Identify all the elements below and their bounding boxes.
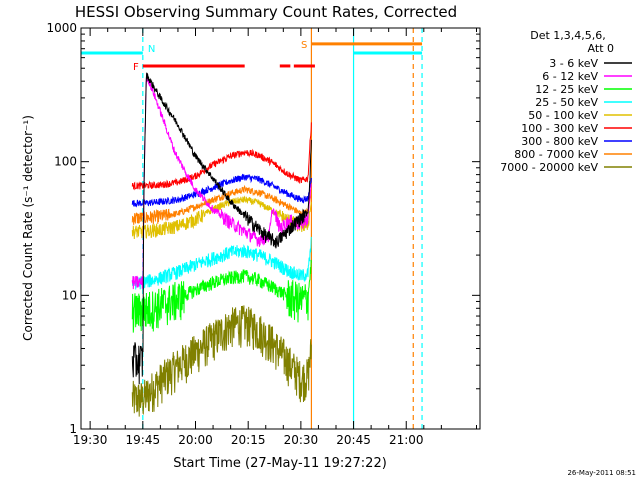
legend-label-0: 3 - 6 keV — [549, 57, 598, 70]
series-line-1 — [131, 73, 312, 290]
series-line-7 — [131, 184, 312, 225]
legend-label-4: 50 - 100 keV — [528, 109, 598, 122]
x-tick-label-1: 19:45 — [126, 433, 161, 447]
legend-label-8: 7000 - 20000 keV — [500, 161, 598, 174]
y-tick-label-2: 100 — [54, 155, 77, 169]
series-line-0 — [131, 72, 312, 385]
x-tick-label-3: 20:15 — [231, 433, 266, 447]
legend-label-1: 6 - 12 keV — [542, 70, 598, 83]
x-axis-label: Start Time (27-May-11 19:27:22) — [173, 456, 387, 471]
x-tick-label-5: 20:45 — [336, 433, 371, 447]
series-line-2 — [131, 259, 312, 333]
y-tick-label-0: 1 — [69, 422, 77, 436]
axes: 19:30 19:45 20:00 20:15 20:30 20:45 21:00 1 10 10… — [46, 21, 480, 447]
series-line-8 — [131, 305, 312, 417]
timestamp: 26-May-2011 08:51 — [567, 469, 636, 477]
series-line-5 — [131, 122, 312, 191]
x-tick-label-6: 21:00 — [389, 433, 424, 447]
saa-label: S — [301, 40, 307, 51]
legend-label-2: 12 - 25 keV — [535, 83, 598, 96]
legend-label-6: 300 - 800 keV — [521, 135, 598, 148]
x-tick-label-0: 19:30 — [73, 433, 108, 447]
x-tick-label-2: 20:00 — [178, 433, 213, 447]
series-line-3 — [131, 236, 312, 290]
plot-frame — [80, 27, 481, 430]
x-tick-label-4: 20:30 — [284, 433, 319, 447]
legend-header-line1: Det 1,3,4,5,6, — [530, 29, 606, 42]
flare-label: F — [133, 62, 139, 73]
series-line-4 — [131, 195, 312, 240]
legend-header-line2: Att 0 — [588, 42, 614, 55]
y-axis-label: Corrected Count Rate (s⁻¹ detector⁻¹) — [21, 115, 35, 341]
legend-label-3: 25 - 50 keV — [535, 96, 598, 109]
night-label-0: N — [148, 44, 155, 55]
plot-area: NF S — [81, 28, 423, 429]
series-line-6 — [131, 173, 312, 208]
y-tick-label-1: 10 — [62, 288, 77, 302]
chart-title: HESSI Observing Summary Count Rates, Cor… — [75, 3, 457, 21]
legend-label-7: 800 - 7000 keV — [514, 148, 598, 161]
y-tick-label-3: 1000 — [46, 21, 77, 35]
legend-label-5: 100 - 300 keV — [521, 122, 598, 135]
